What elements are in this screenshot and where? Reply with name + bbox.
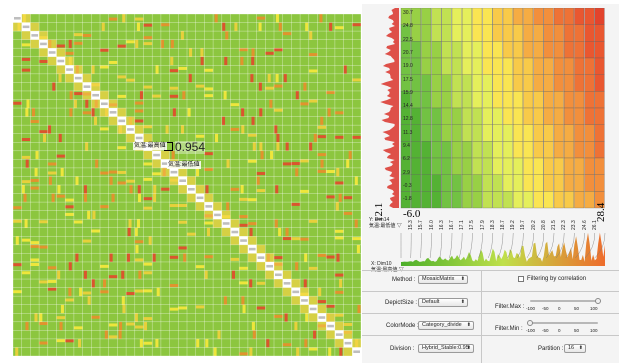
slider-tick-label: 0 <box>558 306 561 311</box>
detail-panel: 30.7 24.8 22.5 20.7 19.0 17.5 15.9 14.4 12.8 11.3… <box>362 4 619 363</box>
filter-min-label: Filter.Min : <box>495 326 523 332</box>
y-tick-label: 6.2 <box>403 156 410 163</box>
depict-size-value: Default <box>422 299 440 305</box>
depict-size-select[interactable]: Default ⬍ <box>418 298 468 307</box>
row-variable-callout: 気温:最高値 <box>133 142 167 150</box>
x-tick-label: 17.5 <box>469 220 476 230</box>
y-tick-label: 30.7 <box>403 10 413 16</box>
x-tick-label: 20.8 <box>540 220 547 230</box>
x-tick-label: 16.3 <box>438 220 445 230</box>
mosaic-plot[interactable]: 30.7 24.8 22.5 20.7 19.0 17.5 15.9 14.4 12.8 11.3… <box>365 8 610 273</box>
mosaic-cells <box>400 8 605 209</box>
slider-tick-label: -100 <box>526 328 536 333</box>
y-variable-name[interactable]: 気温:最低値 ▽ <box>369 223 402 229</box>
select-arrow-icon: ⬍ <box>466 322 471 328</box>
y-tick-label: 24.8 <box>403 23 413 30</box>
partition-stepper[interactable]: 16 ⬍ <box>564 344 586 353</box>
y-tick-label: 2.9 <box>403 169 410 176</box>
filter-min-knob[interactable] <box>527 320 533 326</box>
y-tick-label: 19.0 <box>403 63 413 70</box>
slider-tick-label: 50 <box>574 328 580 333</box>
partition-value: 16 <box>568 345 575 351</box>
x-tick-label: 15.7 <box>418 220 425 230</box>
slider-tick-label: 50 <box>574 306 580 311</box>
y-tick-label: 20.7 <box>403 49 413 56</box>
x-tick-label: 18.7 <box>500 220 506 230</box>
x-tick-label: 24.6 <box>581 220 588 230</box>
method-value: MosaicMatrix <box>422 276 455 282</box>
mosaic-canvas[interactable] <box>365 8 610 268</box>
color-mode-select[interactable]: Category_divide ⬍ <box>418 321 474 330</box>
x-tick-label: 18.3 <box>489 220 496 230</box>
filter-max-slider[interactable] <box>530 300 598 302</box>
x-variable-id: X: Dim10 <box>371 261 392 267</box>
filter-max-ticks: -100 -50 0 50 100 <box>526 306 606 311</box>
division-select[interactable]: Hybrid_Stable:0.95 ⬍ <box>418 344 474 353</box>
y-tick-label: 9.4 <box>403 143 410 149</box>
filter-correlation-label: Filtering by correlation <box>527 276 587 282</box>
x-tick-label: 17.1 <box>459 220 466 230</box>
x-tick-label: 23.3 <box>571 220 578 230</box>
divider <box>481 270 482 363</box>
y-tick-label: 12.8 <box>403 116 413 123</box>
y-tick-label: 14.4 <box>403 103 413 110</box>
matrix-canvas[interactable] <box>13 14 361 356</box>
slider-tick-label: -100 <box>526 306 536 311</box>
x-tick-label: 26.1 <box>591 220 598 230</box>
control-panel: Method : MosaicMatrix ⬍ Filtering by corr… <box>362 266 619 363</box>
filter-min-slider[interactable] <box>530 322 598 324</box>
x-tick-label: 21.5 <box>551 220 557 230</box>
depict-size-label: DepictSize : <box>385 300 418 306</box>
y-marginal-histogram <box>380 8 399 208</box>
stepper-arrow-icon: ⬍ <box>578 345 583 351</box>
x-marginal-histogram <box>401 232 605 266</box>
slider-tick-label: -50 <box>542 328 549 333</box>
x-tick-label: 20.2 <box>530 220 537 230</box>
y-tick-label: 11.3 <box>403 129 413 136</box>
filter-min-ticks: -100 -50 0 50 100 <box>526 328 606 333</box>
color-mode-value: Category_divide <box>422 322 462 328</box>
x-tick-label: 22.3 <box>561 220 568 230</box>
color-mode-label: ColorMode : <box>386 323 419 329</box>
column-variable-callout: 気温:最低値 <box>167 161 201 169</box>
select-arrow-icon: ⬍ <box>460 276 465 282</box>
y-tick-label: 17.5 <box>403 76 413 83</box>
partition-label: Partition : <box>538 346 564 352</box>
x-tick-label: 17.9 <box>479 220 486 230</box>
divider <box>362 313 619 314</box>
slider-tick-label: 100 <box>590 306 598 311</box>
correlation-value: 0.954 <box>175 140 206 154</box>
y-tick-label: 15.9 <box>403 89 413 96</box>
filter-max-label: Filter.Max : <box>495 304 525 310</box>
select-arrow-icon: ⬍ <box>466 345 471 351</box>
x-tick-label: 16.7 <box>449 220 455 230</box>
divider <box>362 291 619 292</box>
matrix-texture <box>13 14 361 356</box>
method-label: Method : <box>392 277 416 283</box>
y-variable-id: Y: Dim14 <box>369 217 390 223</box>
x-tick-label: 16.0 <box>428 220 435 230</box>
y-bottom-value: -6.0 <box>403 208 421 220</box>
y-tick-label: -1.8 <box>403 196 412 203</box>
y-tick-label: 22.5 <box>403 36 413 43</box>
scatter-matrix[interactable]: 気温:最高値 気温:最低値 0.954 <box>13 14 361 356</box>
division-label: Division : <box>390 346 415 352</box>
filter-correlation-checkbox[interactable] <box>518 276 524 282</box>
slider-tick-label: -50 <box>542 306 549 311</box>
y-tick-label: -0.3 <box>403 182 412 189</box>
divider <box>362 270 619 271</box>
slider-tick-label: 100 <box>590 328 598 333</box>
division-value: Hybrid_Stable:0.95 <box>422 345 469 351</box>
filter-max-knob[interactable] <box>595 298 601 304</box>
x-tick-label: 15.3 <box>408 220 415 230</box>
select-arrow-icon: ⬍ <box>460 299 465 305</box>
x-axis-connectors <box>400 232 606 259</box>
method-select[interactable]: MosaicMatrix ⬍ <box>418 275 468 284</box>
divider <box>362 335 619 336</box>
slider-tick-label: 0 <box>558 328 561 333</box>
x-tick-label: 19.7 <box>520 220 527 230</box>
x-tick-label: 19.2 <box>510 220 517 230</box>
